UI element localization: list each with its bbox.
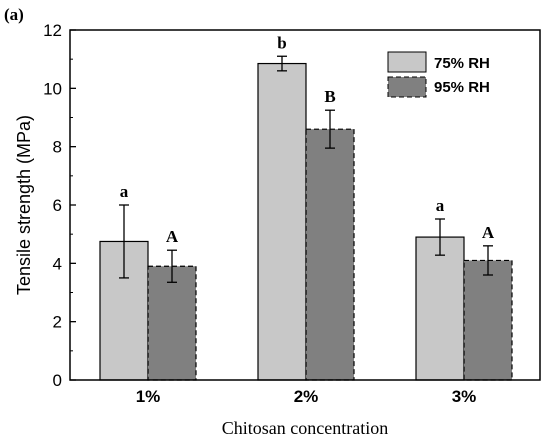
significance-label: B: [324, 87, 335, 106]
bar-95rh-3pct: [463, 259, 513, 381]
y-tick-label: 2: [53, 313, 62, 332]
panel-label: (a): [4, 5, 24, 24]
error-bar: [325, 109, 335, 149]
x-tick-label: 2%: [294, 387, 319, 406]
bar-95rh-2pct: [305, 128, 355, 381]
bars-layer: [99, 62, 513, 381]
bar-75rh-2pct: [257, 62, 307, 381]
error-bar: [435, 218, 445, 256]
x-tick-label: 1%: [136, 387, 161, 406]
legend-swatch-95rh: [387, 76, 427, 98]
y-tick-label: 4: [53, 254, 62, 273]
error-bars-layer: [119, 55, 493, 283]
significance-label: a: [436, 196, 445, 215]
legend-label-95rh: 95% RH: [434, 79, 490, 96]
significance-label: A: [166, 227, 179, 246]
y-axis-title: Tensile strength (MPa): [14, 115, 34, 295]
y-tick-label: 12: [43, 21, 62, 40]
y-axis-ticks: 0 2 4 6 8 10 12: [43, 21, 76, 390]
error-bar: [277, 55, 287, 72]
significance-label: A: [482, 223, 495, 242]
x-axis-title: Chitosan concentration: [222, 418, 388, 438]
y-tick-label: 6: [53, 196, 62, 215]
y-tick-label: 10: [43, 79, 62, 98]
bar-95rh-1pct: [147, 265, 197, 381]
x-axis-ticks: 1% 2% 3%: [136, 387, 477, 406]
x-tick-label: 3%: [452, 387, 477, 406]
legend-swatch-75rh: [387, 51, 427, 73]
legend-label-75rh: 75% RH: [434, 55, 490, 72]
significance-label: b: [277, 33, 286, 52]
error-bar: [119, 204, 129, 279]
error-bar: [167, 249, 177, 283]
y-tick-label: 0: [53, 371, 62, 390]
y-tick-label: 8: [53, 138, 62, 157]
bar-75rh-3pct: [415, 236, 465, 381]
significance-labels-layer: a b a A B A: [120, 33, 495, 246]
error-bar: [483, 245, 493, 276]
legend: 75% RH 95% RH: [387, 51, 490, 98]
significance-label: a: [120, 182, 129, 201]
